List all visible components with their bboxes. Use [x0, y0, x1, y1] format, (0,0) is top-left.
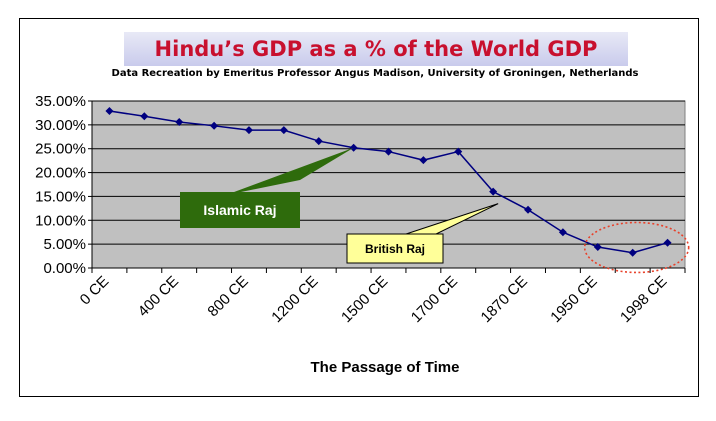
highlight-ellipse — [583, 221, 690, 274]
y-tick-label: 5.00% — [43, 236, 86, 253]
x-tick-label: 1998 CE — [617, 273, 670, 326]
data-point — [210, 121, 219, 130]
data-point — [593, 243, 602, 252]
x-tick-label: 400 CE — [135, 273, 182, 320]
chart-title: Hindu’s GDP as a % of the World GDP — [154, 37, 598, 61]
callout-islamic-box — [180, 192, 300, 228]
data-point — [663, 238, 672, 247]
x-tick-label: 1700 CE — [408, 273, 461, 326]
data-point — [279, 126, 288, 135]
y-tick-label: 35.00% — [35, 93, 86, 110]
x-tick-label: 1500 CE — [338, 273, 391, 326]
y-tick-label: 10.00% — [35, 212, 86, 229]
callout-british-box — [346, 233, 444, 264]
data-point — [314, 137, 323, 146]
x-axis-label: The Passage of Time — [311, 359, 460, 376]
x-tick-label: 0 CE — [77, 273, 113, 309]
data-point — [140, 112, 149, 121]
x-axis-ticks: 0 CE 400 CE 800 CE 1200 CE 1500 CE 1700 CE 187… — [77, 268, 686, 326]
x-tick-label: 1950 CE — [547, 273, 600, 326]
title-box — [124, 32, 628, 66]
data-point — [558, 228, 567, 237]
data-point — [384, 147, 393, 156]
chart-subtitle: Data Recreation by Emeritus Professor An… — [111, 68, 639, 79]
y-tick-label: 30.00% — [35, 117, 86, 134]
y-tick-label: 15.00% — [35, 188, 86, 205]
data-point — [524, 205, 533, 214]
callout-islamic-pointer — [226, 147, 354, 195]
callout-islamic-label: Islamic Raj — [203, 202, 276, 218]
data-point — [454, 147, 463, 156]
y-axis-ticks: 0.00% 5.00% 10.00% 15.00% 20.00% 25.00% 30.00%… — [35, 93, 93, 277]
y-tick-label: 25.00% — [35, 141, 86, 158]
x-tick-label: 800 CE — [204, 273, 251, 320]
callout-british-raj: British Raj — [346, 203, 499, 264]
series-markers — [105, 107, 672, 257]
data-point — [419, 156, 428, 165]
data-point — [175, 117, 184, 126]
y-tick-label: 20.00% — [35, 165, 86, 182]
x-tick-label: 1870 CE — [478, 273, 531, 326]
callout-british-label: British Raj — [365, 242, 425, 256]
callout-islamic-raj: Islamic Raj — [180, 147, 354, 228]
y-tick-label: 0.00% — [43, 260, 86, 277]
data-point — [489, 187, 498, 196]
data-point — [244, 126, 253, 135]
x-tick-label: 1200 CE — [268, 273, 321, 326]
data-point — [105, 107, 114, 116]
data-point — [628, 248, 637, 257]
